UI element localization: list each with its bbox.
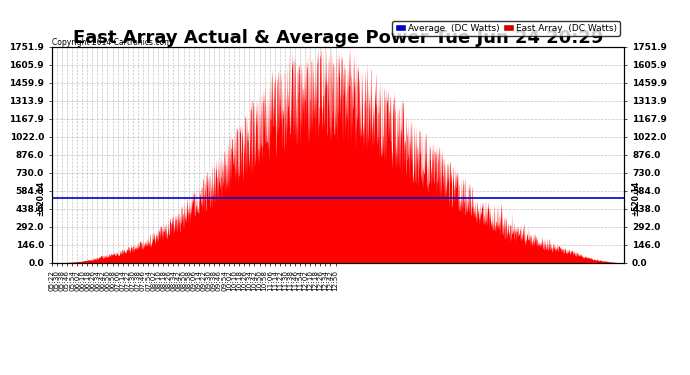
Text: Copyright 2014 Cartronics.com: Copyright 2014 Cartronics.com	[52, 38, 171, 47]
Text: ±520.14: ±520.14	[631, 181, 640, 216]
Text: ±520.14: ±520.14	[36, 181, 45, 216]
Title: East Array Actual & Average Power Tue Jun 24 20:29: East Array Actual & Average Power Tue Ju…	[73, 29, 603, 47]
Legend: Average  (DC Watts), East Array  (DC Watts): Average (DC Watts), East Array (DC Watts…	[392, 21, 620, 36]
